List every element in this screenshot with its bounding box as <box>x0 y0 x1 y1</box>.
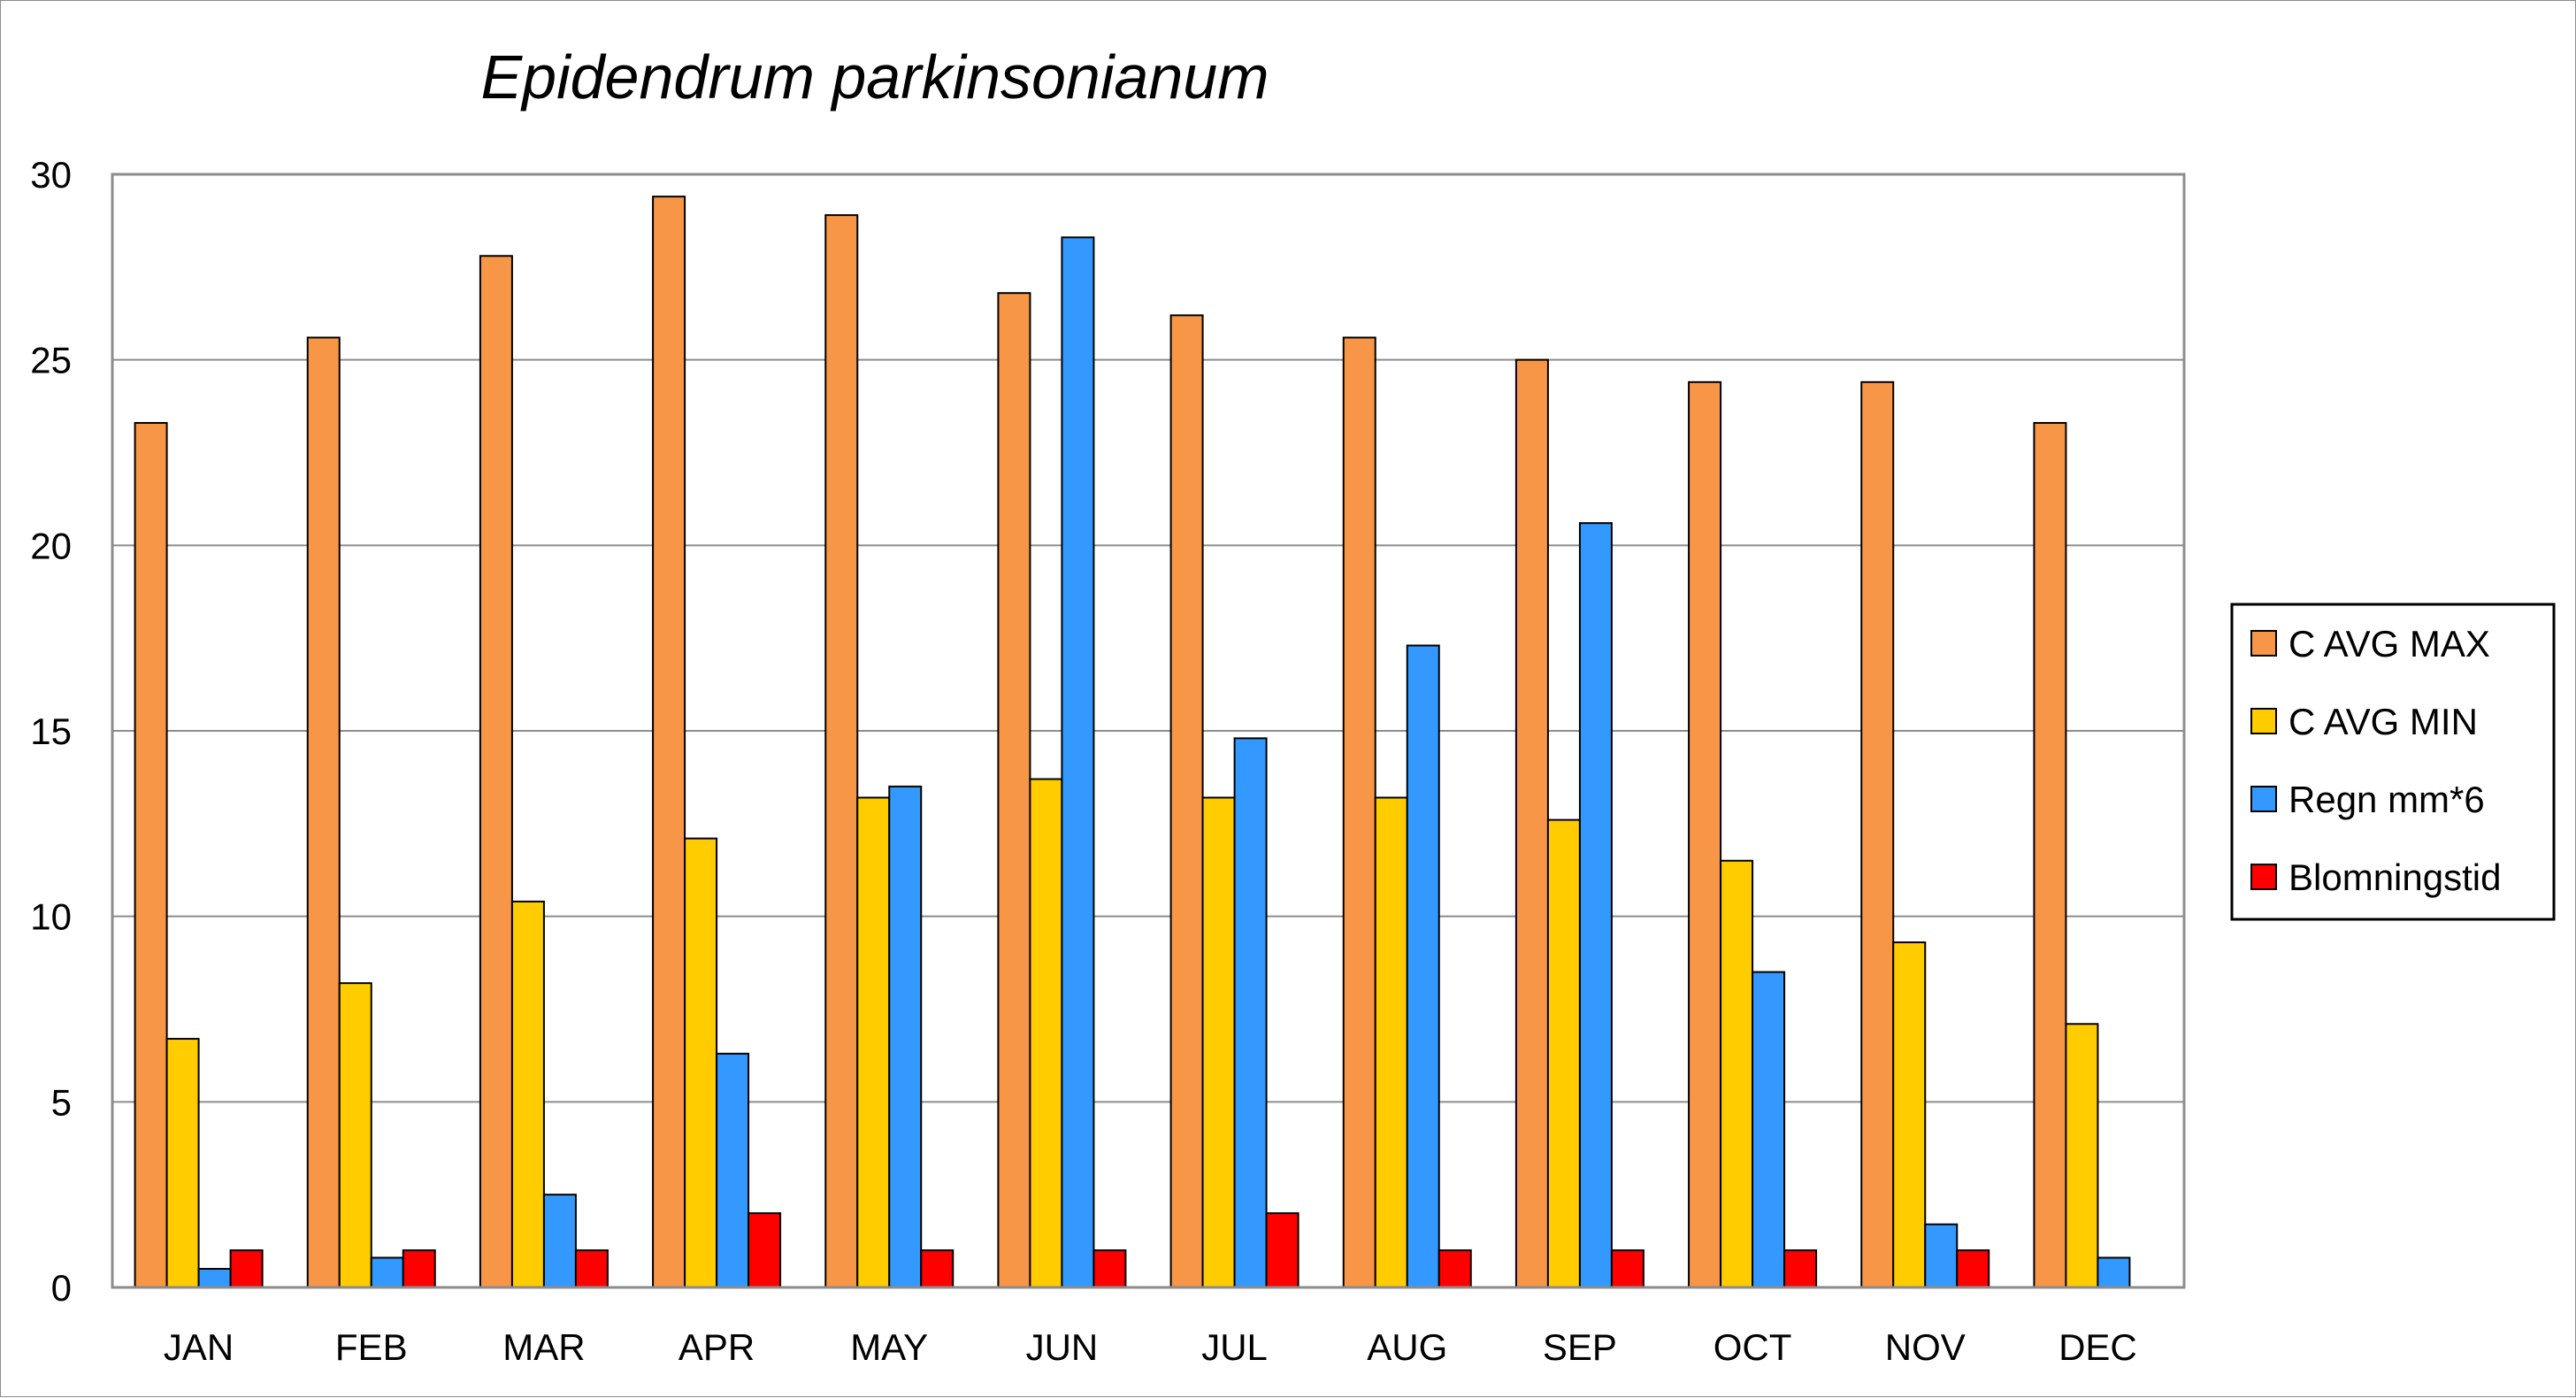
bar <box>652 196 686 1288</box>
y-tick-label: 20 <box>30 525 72 566</box>
bar <box>1233 737 1268 1288</box>
y-tick-label: 0 <box>51 1267 72 1309</box>
x-tick-label: MAY <box>850 1326 928 1368</box>
gridlines <box>112 358 2184 1103</box>
x-tick-label: FEB <box>335 1326 408 1368</box>
x-tick-label: NOV <box>1885 1326 1966 1368</box>
x-tick-label: AUG <box>1367 1326 1447 1368</box>
x-axis: JAN FEB MAR APR MAY JUN JUL AUG SEP OCT NOV DEC <box>164 1326 2137 1368</box>
bar <box>1514 358 1549 1289</box>
bar <box>1061 236 1095 1289</box>
x-tick-label: DEC <box>2058 1326 2137 1368</box>
bar <box>1406 644 1440 1288</box>
x-tick-label: OCT <box>1714 1326 1792 1368</box>
x-tick-label: SEP <box>1543 1326 1617 1368</box>
bar <box>574 1249 609 1288</box>
y-axis: 0 5 10 15 20 25 30 <box>30 154 72 1309</box>
bar <box>2033 421 2067 1289</box>
bar <box>1029 778 1063 1288</box>
x-tick-label: JUN <box>1026 1326 1099 1368</box>
legend: C AVG MAX C AVG MIN Regn mm*6 Blomningstid <box>2230 603 2556 921</box>
bar <box>1860 380 1895 1288</box>
bar <box>338 982 372 1288</box>
bar <box>1546 818 1581 1288</box>
bar <box>856 796 891 1288</box>
bar <box>997 292 1031 1289</box>
bar <box>2097 1256 2131 1289</box>
legend-swatch <box>2250 786 2277 812</box>
bar <box>716 1052 750 1288</box>
legend-label: C AVG MAX <box>2288 623 2490 664</box>
bar <box>1342 336 1376 1288</box>
y-tick-label: 15 <box>30 711 72 752</box>
bar <box>1438 1249 1472 1288</box>
bar <box>165 1038 200 1288</box>
bar <box>1092 1249 1127 1288</box>
bar <box>510 900 545 1288</box>
legend-label: Blomningstid <box>2288 856 2501 898</box>
bar <box>1169 314 1204 1288</box>
legend-swatch <box>2250 864 2277 890</box>
bar <box>748 1212 782 1288</box>
bar <box>2065 1023 2099 1288</box>
bar <box>684 837 718 1289</box>
plot-area-border <box>111 173 2186 1289</box>
bar <box>1265 1212 1300 1288</box>
chart-title: Epidendrum parkinsonianum <box>480 42 1269 111</box>
bar <box>542 1194 577 1288</box>
bar <box>402 1249 436 1288</box>
bar <box>229 1249 264 1288</box>
x-tick-label: JAN <box>164 1326 234 1368</box>
bar <box>1578 522 1613 1288</box>
y-tick-label: 5 <box>51 1081 72 1123</box>
bar <box>1374 796 1408 1288</box>
bar <box>197 1268 232 1288</box>
bar <box>888 785 923 1288</box>
bar <box>306 336 341 1288</box>
plot-border <box>111 173 2186 1289</box>
legend-box <box>2230 603 2556 921</box>
legend-swatch <box>2250 630 2277 657</box>
bar <box>1610 1249 1644 1288</box>
y-tick-label: 10 <box>30 896 72 938</box>
bar <box>824 214 859 1288</box>
y-tick-label: 30 <box>30 154 72 196</box>
bar <box>1783 1249 1818 1288</box>
y-tick-label: 25 <box>30 340 72 381</box>
bar <box>1924 1223 1959 1289</box>
x-tick-label: JUL <box>1201 1326 1268 1368</box>
x-tick-label: MAR <box>502 1326 585 1368</box>
bar <box>1752 971 1786 1288</box>
bar <box>1892 941 1927 1289</box>
legend-label: C AVG MIN <box>2288 701 2478 742</box>
legend-label: Regn mm*6 <box>2288 779 2485 820</box>
bar <box>1201 796 1236 1288</box>
bar <box>370 1256 404 1289</box>
bar <box>920 1249 954 1288</box>
bar <box>1688 380 1722 1288</box>
x-tick-label: APR <box>678 1326 755 1368</box>
bar <box>134 421 168 1289</box>
bar <box>1956 1249 1990 1288</box>
bar <box>479 255 513 1289</box>
legend-swatch <box>2250 708 2277 734</box>
bar <box>1720 859 1754 1288</box>
